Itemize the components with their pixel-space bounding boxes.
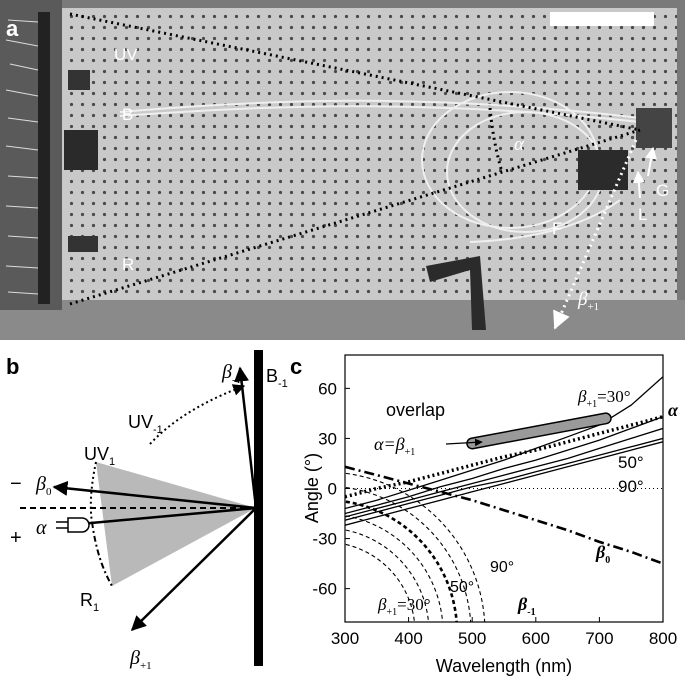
y-tick-label: 0 [328,480,337,499]
arrow-beta-plus1 [130,507,257,632]
label-uv-minus1: UV-1 [128,412,163,436]
annotation-50-top: 50° [618,453,644,472]
series-line-1 [345,465,663,565]
beta-minus1-curve [345,543,415,622]
x-tick-label: 600 [522,629,550,648]
led-icon [56,517,90,533]
label-uv1: UV1 [84,444,115,468]
incidence-cone [96,462,256,586]
overlap-band [467,413,611,448]
grating-bar [254,350,263,666]
beta-minus1-curve [345,515,444,622]
annotation-beta-top: β+1=30° [577,387,631,410]
y-tick-label: 30 [318,429,337,448]
label-alpha: α [514,134,525,155]
x-tick-label: 300 [331,629,359,648]
x-tick-label: 700 [585,629,613,648]
series-line-4 [345,427,663,518]
label-l: L [638,205,647,224]
y-tick-label: -60 [312,580,337,599]
beta-minus1-curve [345,486,472,622]
label-beta0: β0 [35,473,52,498]
annotation-beta-minus1: β-1 [517,594,536,618]
y-tick-label: 60 [318,379,337,398]
x-tick-label: 800 [649,629,677,648]
label-b: B [122,105,133,124]
series-line-3 [345,416,663,515]
annotation-alpha-eq-beta: α=β+1 [374,434,415,458]
annotation-beta0: β0 [595,542,610,566]
annotation-alpha-line: α [668,400,679,420]
annotation-90-bottom: 90° [490,559,514,576]
annotation-50-bottom: 50° [450,579,474,596]
annotation-overlap: overlap [386,400,445,420]
arrow-beta-minus1 [234,366,258,509]
label-g: G [656,181,669,200]
label-r: R [122,255,134,274]
x-axis-label: Wavelength (nm) [436,656,572,676]
panel-b-diagram [20,350,263,666]
y-tick-label: -30 [312,530,337,549]
beta-minus1-curve [345,529,430,622]
label-uv: UV [114,45,138,64]
axis-ticks: 300 400 500 600 700 800 -60 -30 0 30 60 [312,379,677,648]
annotation-90-top: 90° [618,477,644,496]
panel-a-letter: a [6,16,19,41]
series-line-6 [345,441,663,526]
label-beta-plus1-b: β+1 [129,647,152,672]
label-r1: R1 [80,590,99,614]
label-f: F [552,219,562,238]
label-beta-minus1: β-1 [221,361,241,386]
panel-b-letter: b [6,354,19,379]
label-alpha-b: α [36,517,47,539]
panel-c-letter: c [290,354,302,379]
arrow-beta0 [52,480,257,510]
label-beta-plus1: β+1 [577,289,599,313]
panel-a-photo [0,0,685,340]
y-axis-label: Angle (°) [302,453,322,523]
x-tick-label: 400 [394,629,422,648]
annotation-beta-bottom: β+1=30° [377,595,431,618]
label-b-minus1: B-1 [266,366,288,390]
series-line-5 [345,437,663,521]
chart: 300 400 500 600 700 800 -60 -30 0 30 60 Wavelength… [302,354,677,676]
label-minus: − [10,473,22,495]
x-tick-label: 500 [458,629,486,648]
series-group [345,376,663,622]
beta-minus1-curve [345,500,458,622]
label-plus: + [10,527,22,549]
